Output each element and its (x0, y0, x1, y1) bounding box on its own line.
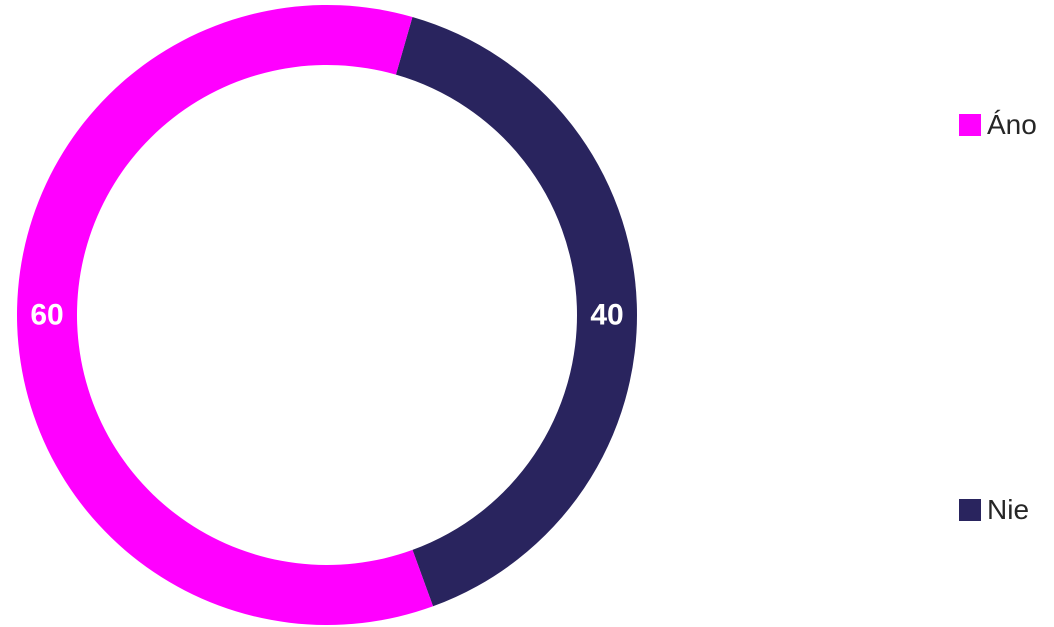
legend-item-ano: Áno (959, 111, 1037, 139)
legend-swatch-ano (959, 114, 981, 136)
donut-slice-nie (395, 17, 637, 607)
data-label-ano: 60 (30, 299, 63, 332)
data-label-nie: 40 (590, 299, 623, 332)
legend-swatch-nie (959, 499, 981, 521)
legend-item-nie: Nie (959, 496, 1029, 524)
donut-slice-ano (16, 4, 434, 625)
legend-label-nie: Nie (987, 494, 1030, 525)
legend-label-ano: Áno (987, 109, 1037, 140)
